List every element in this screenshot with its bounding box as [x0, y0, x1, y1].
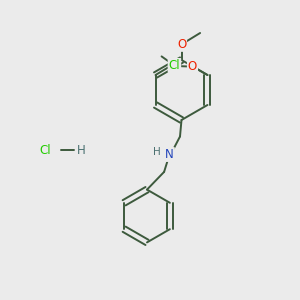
- Text: Cl: Cl: [169, 59, 180, 72]
- Text: Cl: Cl: [39, 143, 51, 157]
- Text: O: O: [177, 38, 186, 51]
- Text: N: N: [165, 148, 174, 161]
- Text: O: O: [188, 60, 197, 73]
- Text: H: H: [153, 147, 161, 157]
- Text: H: H: [77, 143, 86, 157]
